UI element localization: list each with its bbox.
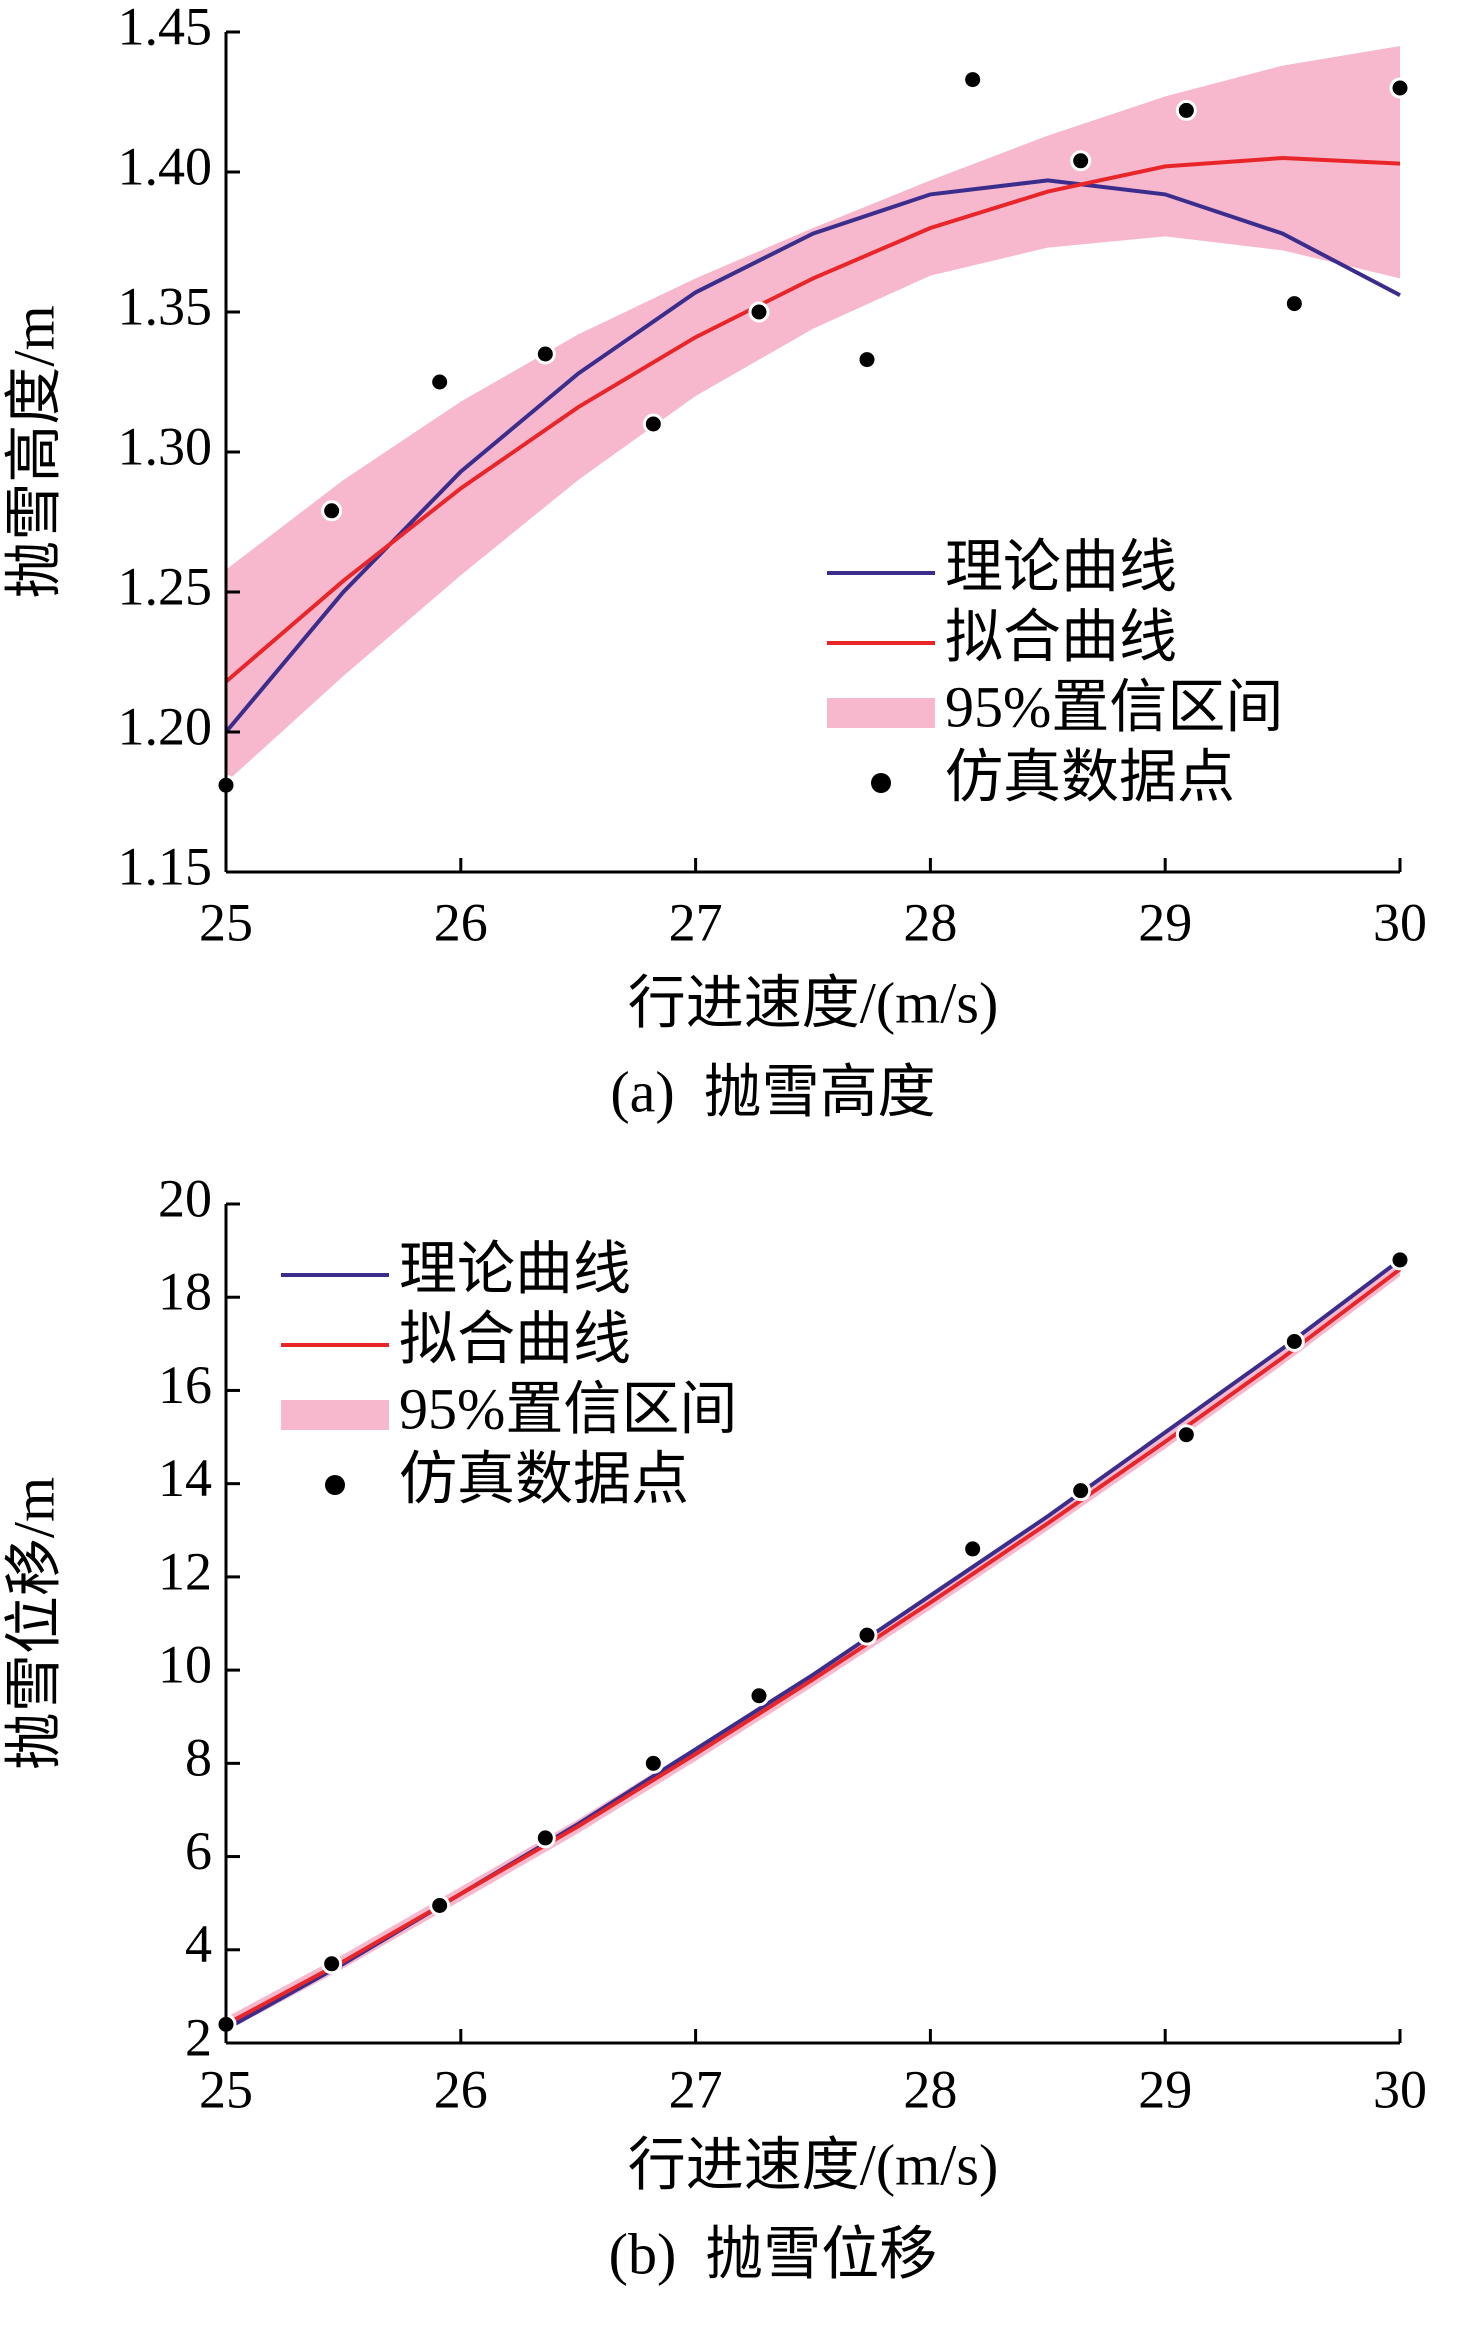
confidence-band (226, 46, 1400, 783)
x-tick-label: 30 (1373, 892, 1427, 952)
curve (224, 178, 1401, 734)
data-point (642, 1752, 664, 1774)
data-point (856, 1624, 878, 1646)
data-point (1175, 99, 1197, 121)
data-point (429, 371, 451, 393)
y-tick-label: 1.35 (118, 276, 213, 336)
legend-band (827, 698, 935, 728)
y-tick-label: 1.15 (118, 836, 213, 896)
x-tick-label: 25 (199, 2059, 253, 2119)
data-point (1070, 150, 1092, 172)
x-tick-label: 26 (434, 2059, 488, 2119)
x-tick-label: 28 (903, 892, 957, 952)
data-point (962, 1538, 984, 1560)
y-tick-label: 20 (158, 1168, 212, 1228)
data-point (429, 1894, 451, 1916)
legend-label: 理论曲线 (945, 534, 1177, 599)
y-tick-label: 10 (158, 1635, 212, 1695)
x-tick-label: 27 (669, 892, 723, 952)
caption: (a) 抛雪高度 (610, 1059, 935, 1124)
data-point (321, 500, 343, 522)
data-point (1389, 1249, 1411, 1271)
y-tick-label: 12 (158, 1541, 212, 1601)
legend-label: 仿真数据点 (945, 744, 1235, 809)
data-point (1283, 293, 1305, 315)
data-point (1389, 77, 1411, 99)
data-point (534, 1827, 556, 1849)
y-tick-label: 1.40 (118, 136, 213, 196)
legend-label: 95%置信区间 (399, 1376, 737, 1441)
y-tick-label: 6 (185, 1821, 212, 1881)
data-point (748, 301, 770, 323)
legend-label: 理论曲线 (399, 1236, 631, 1301)
y-axis-label: 抛雪高度/m (1, 305, 66, 598)
y-tick-label: 14 (158, 1448, 212, 1508)
x-tick-label: 27 (669, 2059, 723, 2119)
x-tick-label: 29 (1138, 892, 1192, 952)
legend-label: 拟合曲线 (399, 1306, 631, 1371)
x-axis-label: 行进速度/(m/s) (628, 2132, 999, 2197)
x-axis-label: 行进速度/(m/s) (628, 970, 999, 1035)
data-point (748, 1685, 770, 1707)
legend-label: 95%置信区间 (945, 674, 1283, 739)
data-point (1070, 1480, 1092, 1502)
y-tick-label: 18 (158, 1262, 212, 1322)
x-tick-label: 29 (1138, 2059, 1192, 2119)
curve (225, 1258, 1402, 2031)
legend-marker (871, 773, 891, 793)
y-tick-label: 1.30 (118, 416, 213, 476)
data-point (534, 343, 556, 365)
y-tick-label: 1.20 (118, 696, 213, 756)
data-point (1175, 1424, 1197, 1446)
x-tick-label: 25 (199, 892, 253, 952)
data-point (642, 413, 664, 435)
curve (225, 1267, 1402, 2027)
data-point (962, 69, 984, 91)
x-tick-label: 30 (1373, 2059, 1427, 2119)
x-tick-label: 28 (903, 2059, 957, 2119)
y-axis-label: 抛雪位移/m (1, 1477, 66, 1770)
y-tick-label: 16 (158, 1355, 212, 1415)
x-tick-label: 26 (434, 892, 488, 952)
y-tick-label: 1.25 (118, 556, 213, 616)
legend-marker (325, 1475, 345, 1495)
data-point (1283, 1331, 1305, 1353)
confidence-band (226, 1262, 1400, 2032)
data-point (856, 349, 878, 371)
legend-band (281, 1400, 389, 1430)
y-tick-label: 4 (185, 1914, 212, 1974)
legend-label: 拟合曲线 (945, 604, 1177, 669)
y-tick-label: 8 (185, 1728, 212, 1788)
data-point (321, 1953, 343, 1975)
curve (224, 155, 1401, 684)
y-tick-label: 2 (185, 2007, 212, 2067)
legend-label: 仿真数据点 (399, 1446, 689, 1511)
caption: (b) 抛雪位移 (609, 2221, 938, 2286)
y-tick-label: 1.45 (118, 0, 213, 56)
